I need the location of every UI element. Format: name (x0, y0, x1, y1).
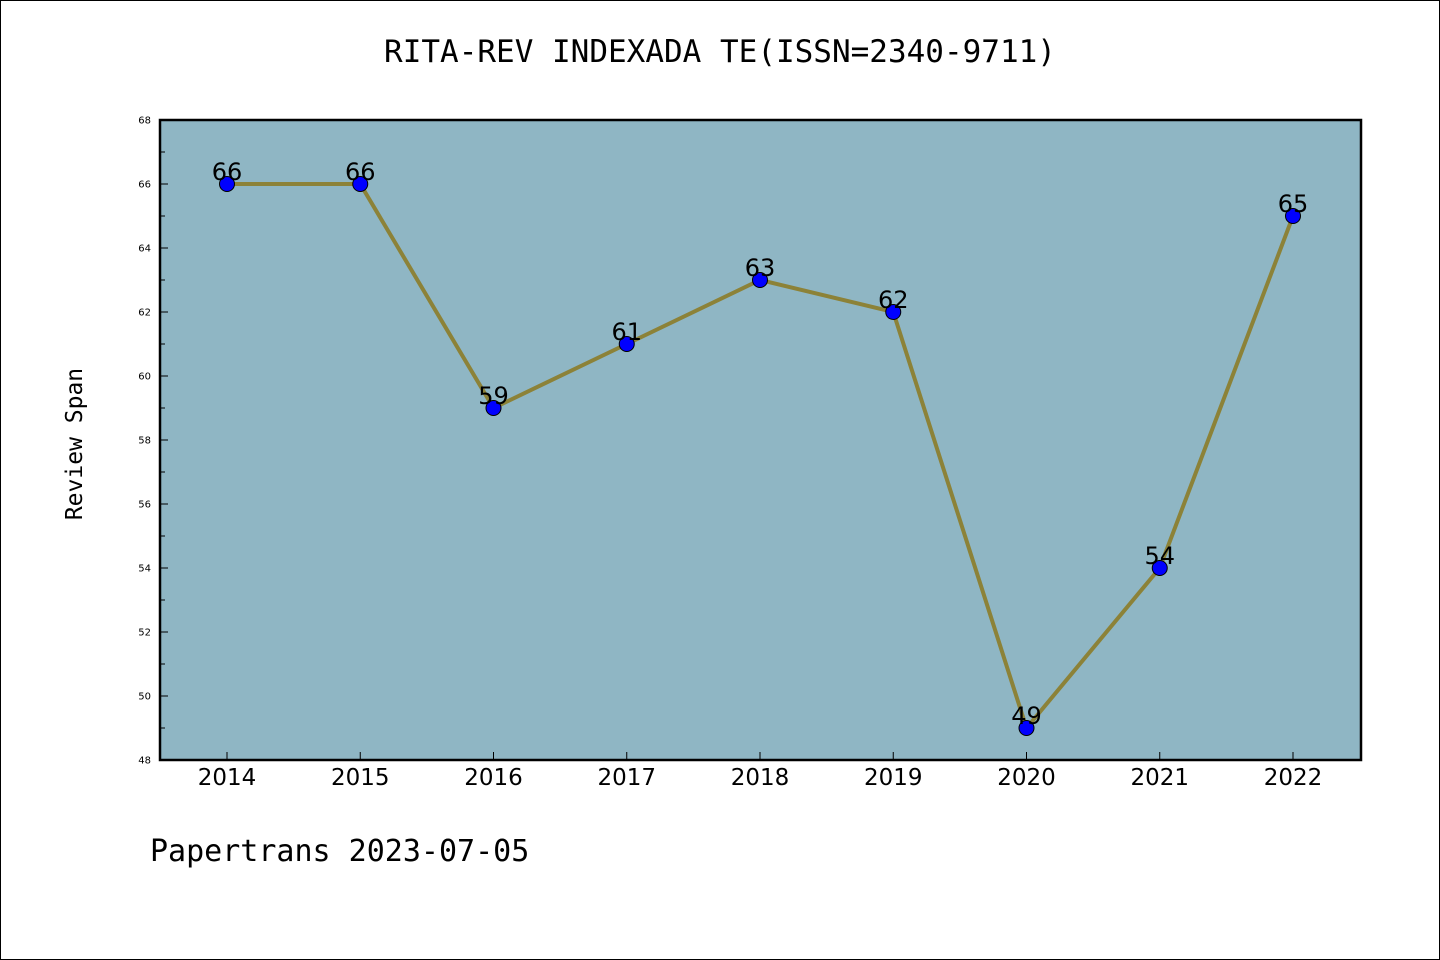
data-label: 54 (1144, 542, 1175, 570)
data-point (219, 176, 235, 192)
y-tick-label: 56 (138, 500, 151, 511)
y-tick-label: 50 (138, 692, 151, 703)
x-tick-label: 2022 (1264, 765, 1323, 791)
x-tick-label: 2014 (198, 765, 257, 791)
data-point (752, 272, 768, 288)
y-axis: 48 50 52 54 56 58 60 62 64 66 68 (138, 116, 168, 767)
y-tick-label: 64 (138, 244, 151, 255)
data-label: 61 (611, 318, 642, 346)
x-tick-label: 2021 (1130, 765, 1189, 791)
data-point (1285, 208, 1301, 224)
data-point (1018, 720, 1035, 736)
plot-area (158, 118, 1363, 762)
y-tick-label: 62 (138, 308, 151, 319)
x-tick-label: 2019 (864, 765, 923, 791)
y-tick-label: 68 (138, 116, 151, 127)
data-point (885, 304, 902, 320)
series-markers (219, 176, 1301, 736)
x-tick-label: 2020 (997, 765, 1056, 791)
y-tick-label: 52 (138, 628, 151, 639)
data-point (485, 400, 502, 416)
data-point (352, 176, 369, 192)
y-tick-label: 54 (138, 564, 151, 575)
footer-timestamp: Papertrans 2023-07-05 (150, 834, 530, 869)
data-labels: 66 66 59 61 63 62 49 54 65 (212, 158, 1309, 730)
y-tick-label: 58 (138, 436, 151, 447)
y-tick-label: 48 (138, 756, 151, 767)
data-label: 59 (478, 382, 509, 410)
x-tick-label: 2018 (731, 765, 790, 791)
x-axis: 2014 2015 2016 2017 2018 2019 2020 2021 2022 (198, 752, 1323, 791)
data-label: 49 (1011, 702, 1042, 730)
y-tick-label: 66 (138, 180, 151, 191)
data-point (618, 336, 635, 352)
x-tick-label: 2017 (597, 765, 656, 791)
data-point (1151, 560, 1168, 576)
x-tick-label: 2016 (464, 765, 523, 791)
x-tick-label: 2015 (331, 765, 390, 791)
chart-title: RITA-REV INDEXADA TE(ISSN=2340-9711) (384, 34, 1056, 70)
data-label: 65 (1278, 190, 1309, 218)
data-label: 66 (345, 158, 376, 186)
data-label: 62 (878, 286, 909, 314)
data-label: 63 (745, 254, 776, 282)
data-label: 66 (212, 158, 243, 186)
y-tick-label: 60 (138, 372, 151, 383)
